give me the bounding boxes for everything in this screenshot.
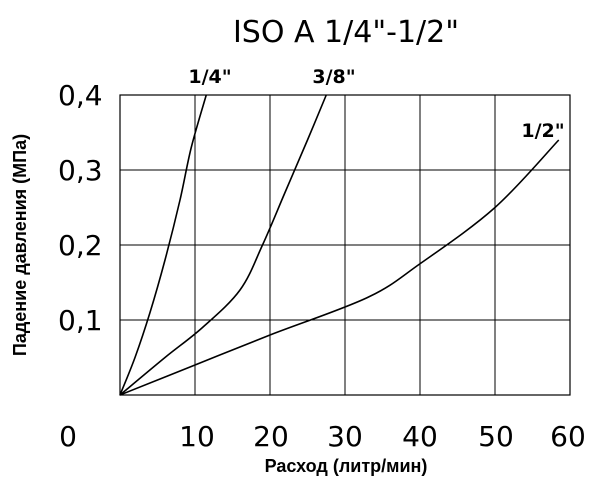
series-label-1-2: 1/2" [521,120,564,142]
series-label-1-4: 1/4" [188,66,231,88]
series-labels: 1/4" 3/8" 1/2" [188,66,564,142]
y-tick-label: 0,3 [58,154,103,187]
x-tick-label: 60 [550,420,586,453]
y-axis-label: Падение давления (МПа) [10,134,30,356]
curves [119,94,560,396]
y-tick-label: 0,4 [58,79,103,112]
curve-3-8 [119,94,327,396]
curve-1-4 [119,94,208,396]
x-tick-label: 40 [402,420,438,453]
y-tick-label: 0,1 [58,304,103,337]
plot-grid [120,95,570,395]
x-axis-label: Расход (литр/мин) [265,456,428,476]
x-tick-label: 50 [478,420,514,453]
x-tick-label: 20 [253,420,289,453]
y-tick-label: 0,2 [58,229,103,262]
tick-labels: 0 10 20 30 40 50 60 0,1 0,2 0,3 0,4 [58,79,586,453]
plot-frame [119,94,571,396]
x-tick-label: 10 [179,420,215,453]
series-label-3-8: 3/8" [312,66,355,88]
x-tick-label: 0 [59,420,77,453]
curve-1-2 [119,139,560,396]
chart-title: ISO A 1/4"-1/2" [233,15,459,50]
x-tick-label: 30 [327,420,363,453]
